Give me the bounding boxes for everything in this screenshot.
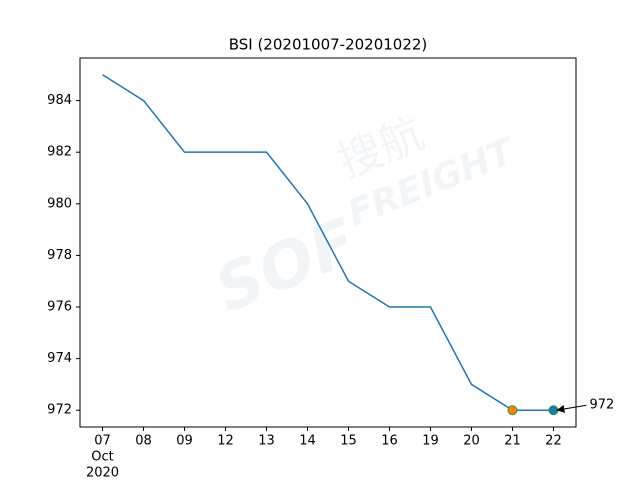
y-tick-label: 982 (47, 145, 72, 160)
x-tick-label: 15 (340, 434, 357, 449)
watermark: SOF 搜航 FREIGHT (206, 108, 522, 328)
y-tick-label: 980 (47, 196, 72, 211)
y-tick-label: 974 (47, 351, 72, 366)
y-tick-label: 976 (47, 300, 72, 315)
x-tick-label: 19 (422, 434, 439, 449)
x-year-label: 2020 (86, 466, 119, 480)
x-tick-label: 12 (217, 434, 234, 449)
watermark-logo: SOF (206, 205, 367, 328)
y-tick-label: 978 (47, 248, 72, 263)
chart-title: BSI (20201007-20201022) (229, 36, 428, 54)
series-line (102, 74, 554, 411)
x-tick-label: 09 (176, 434, 193, 449)
annotation-label: 972 (589, 398, 614, 413)
plot-frame (79, 57, 577, 428)
x-tick-label: 07 (94, 434, 111, 449)
y-tick-label: 984 (47, 93, 72, 108)
x-tick-label: 22 (545, 434, 562, 449)
x-tick-label: 21 (504, 434, 521, 449)
x-tick-label: 20 (463, 434, 480, 449)
highlight-marker (507, 405, 518, 416)
y-tick-label: 972 (47, 403, 72, 418)
annotation-arrow (556, 404, 587, 413)
x-tick-label: 16 (381, 434, 398, 449)
x-tick-label: 14 (299, 434, 316, 449)
x-tick-label: 13 (258, 434, 275, 449)
x-tick-label: 08 (135, 434, 152, 449)
x-month-label: Oct (91, 450, 113, 465)
